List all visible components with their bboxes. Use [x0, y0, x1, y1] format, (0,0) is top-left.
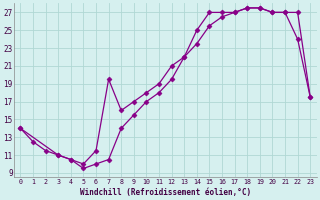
X-axis label: Windchill (Refroidissement éolien,°C): Windchill (Refroidissement éolien,°C): [80, 188, 251, 197]
